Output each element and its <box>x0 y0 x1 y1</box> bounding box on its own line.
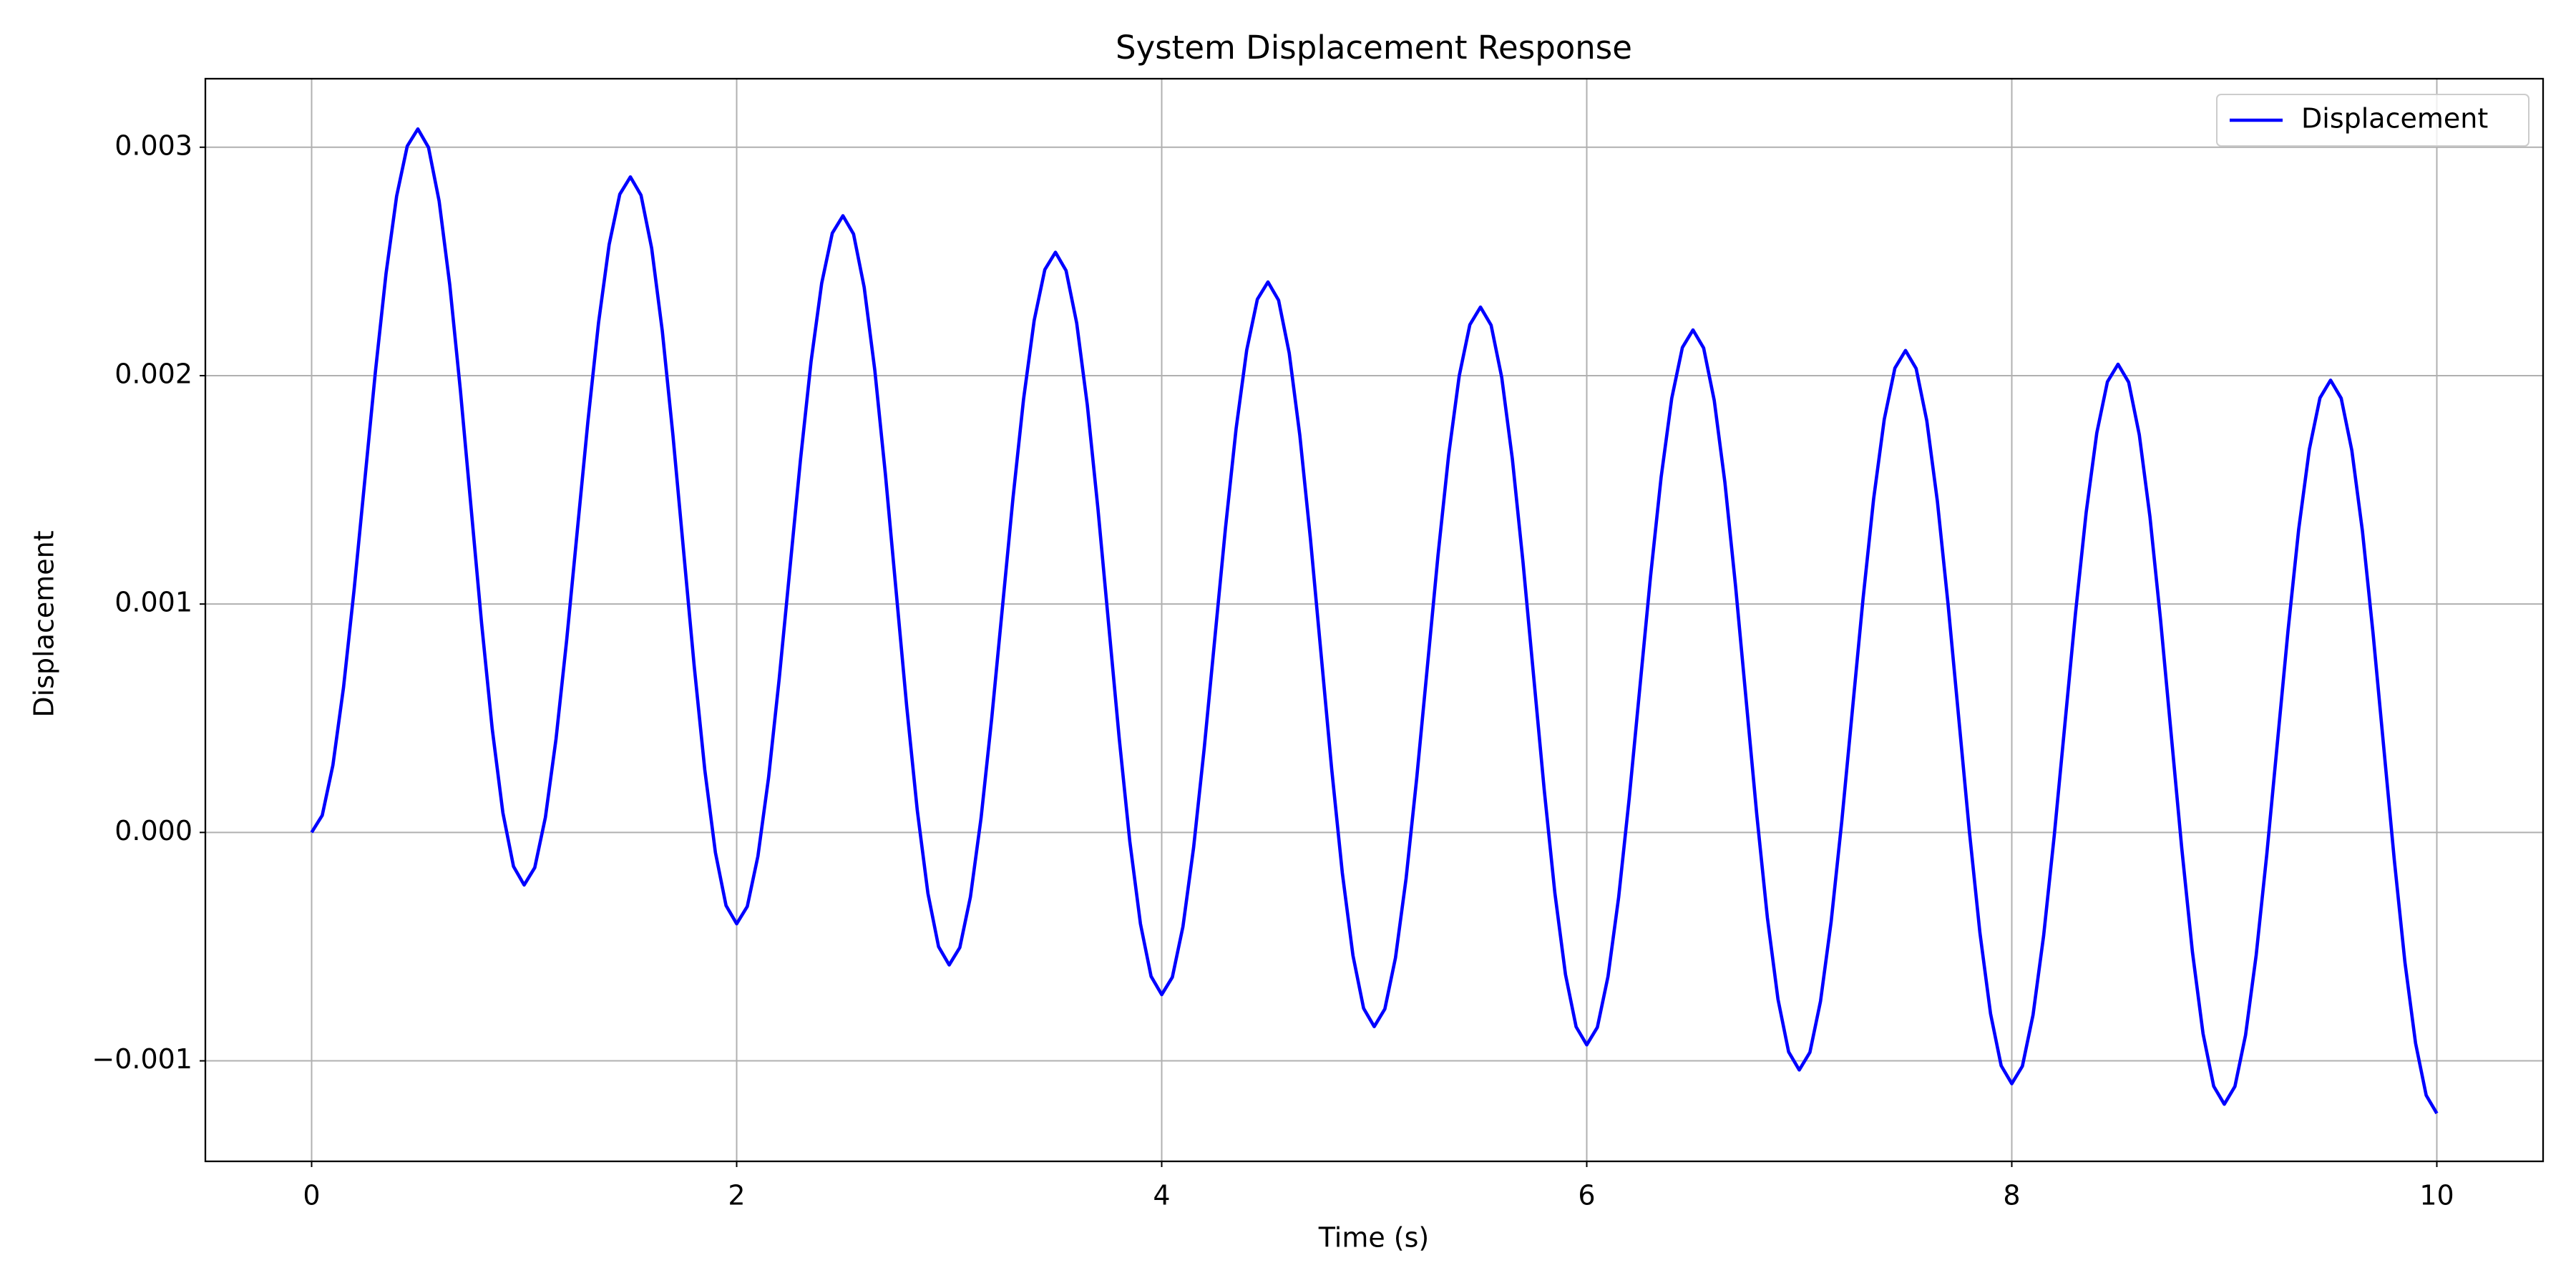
data-line <box>310 127 2439 1115</box>
y-axis-label: Displacement <box>29 530 60 717</box>
axes-frame <box>204 77 2545 1163</box>
x-axis-label: Time (s) <box>1318 1222 1430 1254</box>
x-tick-label: 4 <box>1153 1180 1170 1211</box>
y-tick-label: 0.002 <box>114 358 192 389</box>
chart-title: System Displacement Response <box>1116 29 1632 67</box>
legend-label: Displacement <box>2301 103 2488 135</box>
x-tick-label: 0 <box>303 1180 320 1211</box>
y-tick-label: 0.001 <box>114 587 192 618</box>
x-tick-label: 2 <box>728 1180 745 1211</box>
legend-box <box>2216 94 2529 147</box>
y-tick-label: −0.001 <box>92 1043 192 1075</box>
x-tick-label: 6 <box>1578 1180 1595 1211</box>
y-tick-label: 0.003 <box>114 130 192 161</box>
x-tick-label: 10 <box>2419 1180 2454 1211</box>
y-tick-label: 0.000 <box>114 815 192 847</box>
x-tick-label: 8 <box>2003 1180 2020 1211</box>
